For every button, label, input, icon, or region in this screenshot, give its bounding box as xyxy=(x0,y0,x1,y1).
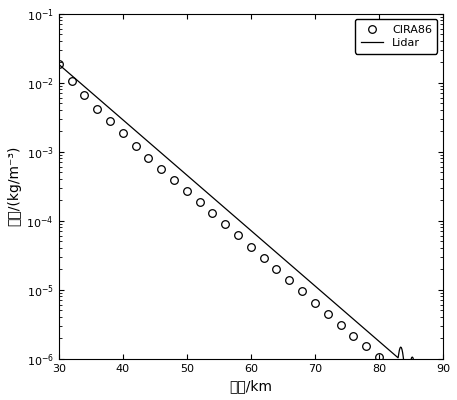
Lidar xyxy=(56,62,61,67)
CIRA86 xyxy=(107,118,113,123)
CIRA86 xyxy=(133,144,138,148)
CIRA86 xyxy=(197,200,202,204)
CIRA86 xyxy=(120,131,126,136)
CIRA86 xyxy=(338,322,343,327)
CIRA86 xyxy=(210,211,215,216)
Lidar xyxy=(345,312,351,317)
X-axis label: 高度/km: 高度/km xyxy=(229,379,272,393)
CIRA86 xyxy=(184,188,190,193)
Lidar xyxy=(155,147,160,152)
Line: CIRA86: CIRA86 xyxy=(55,60,447,397)
CIRA86 xyxy=(159,166,164,171)
Lidar xyxy=(230,212,235,217)
CIRA86 xyxy=(287,278,292,282)
CIRA86 xyxy=(56,62,61,67)
CIRA86 xyxy=(69,78,74,83)
CIRA86 xyxy=(414,380,420,385)
Line: Lidar: Lidar xyxy=(58,64,443,400)
Lidar xyxy=(124,121,129,126)
Y-axis label: 密度/(kg/m⁻³): 密度/(kg/m⁻³) xyxy=(7,146,21,226)
CIRA86 xyxy=(146,155,151,160)
CIRA86 xyxy=(363,344,369,349)
Lidar xyxy=(282,258,288,262)
CIRA86 xyxy=(402,374,407,379)
CIRA86 xyxy=(81,93,87,98)
CIRA86 xyxy=(299,289,305,294)
CIRA86 xyxy=(171,178,177,182)
CIRA86 xyxy=(235,233,241,238)
Legend: CIRA86, Lidar: CIRA86, Lidar xyxy=(355,19,437,54)
Lidar xyxy=(313,284,318,289)
CIRA86 xyxy=(376,355,382,360)
CIRA86 xyxy=(351,333,356,338)
CIRA86 xyxy=(248,244,254,249)
CIRA86 xyxy=(312,300,318,305)
CIRA86 xyxy=(95,106,100,111)
CIRA86 xyxy=(261,255,266,260)
CIRA86 xyxy=(389,366,394,370)
CIRA86 xyxy=(325,311,330,316)
CIRA86 xyxy=(223,222,228,227)
CIRA86 xyxy=(427,378,433,383)
CIRA86 xyxy=(274,266,279,271)
CIRA86 xyxy=(440,390,446,395)
